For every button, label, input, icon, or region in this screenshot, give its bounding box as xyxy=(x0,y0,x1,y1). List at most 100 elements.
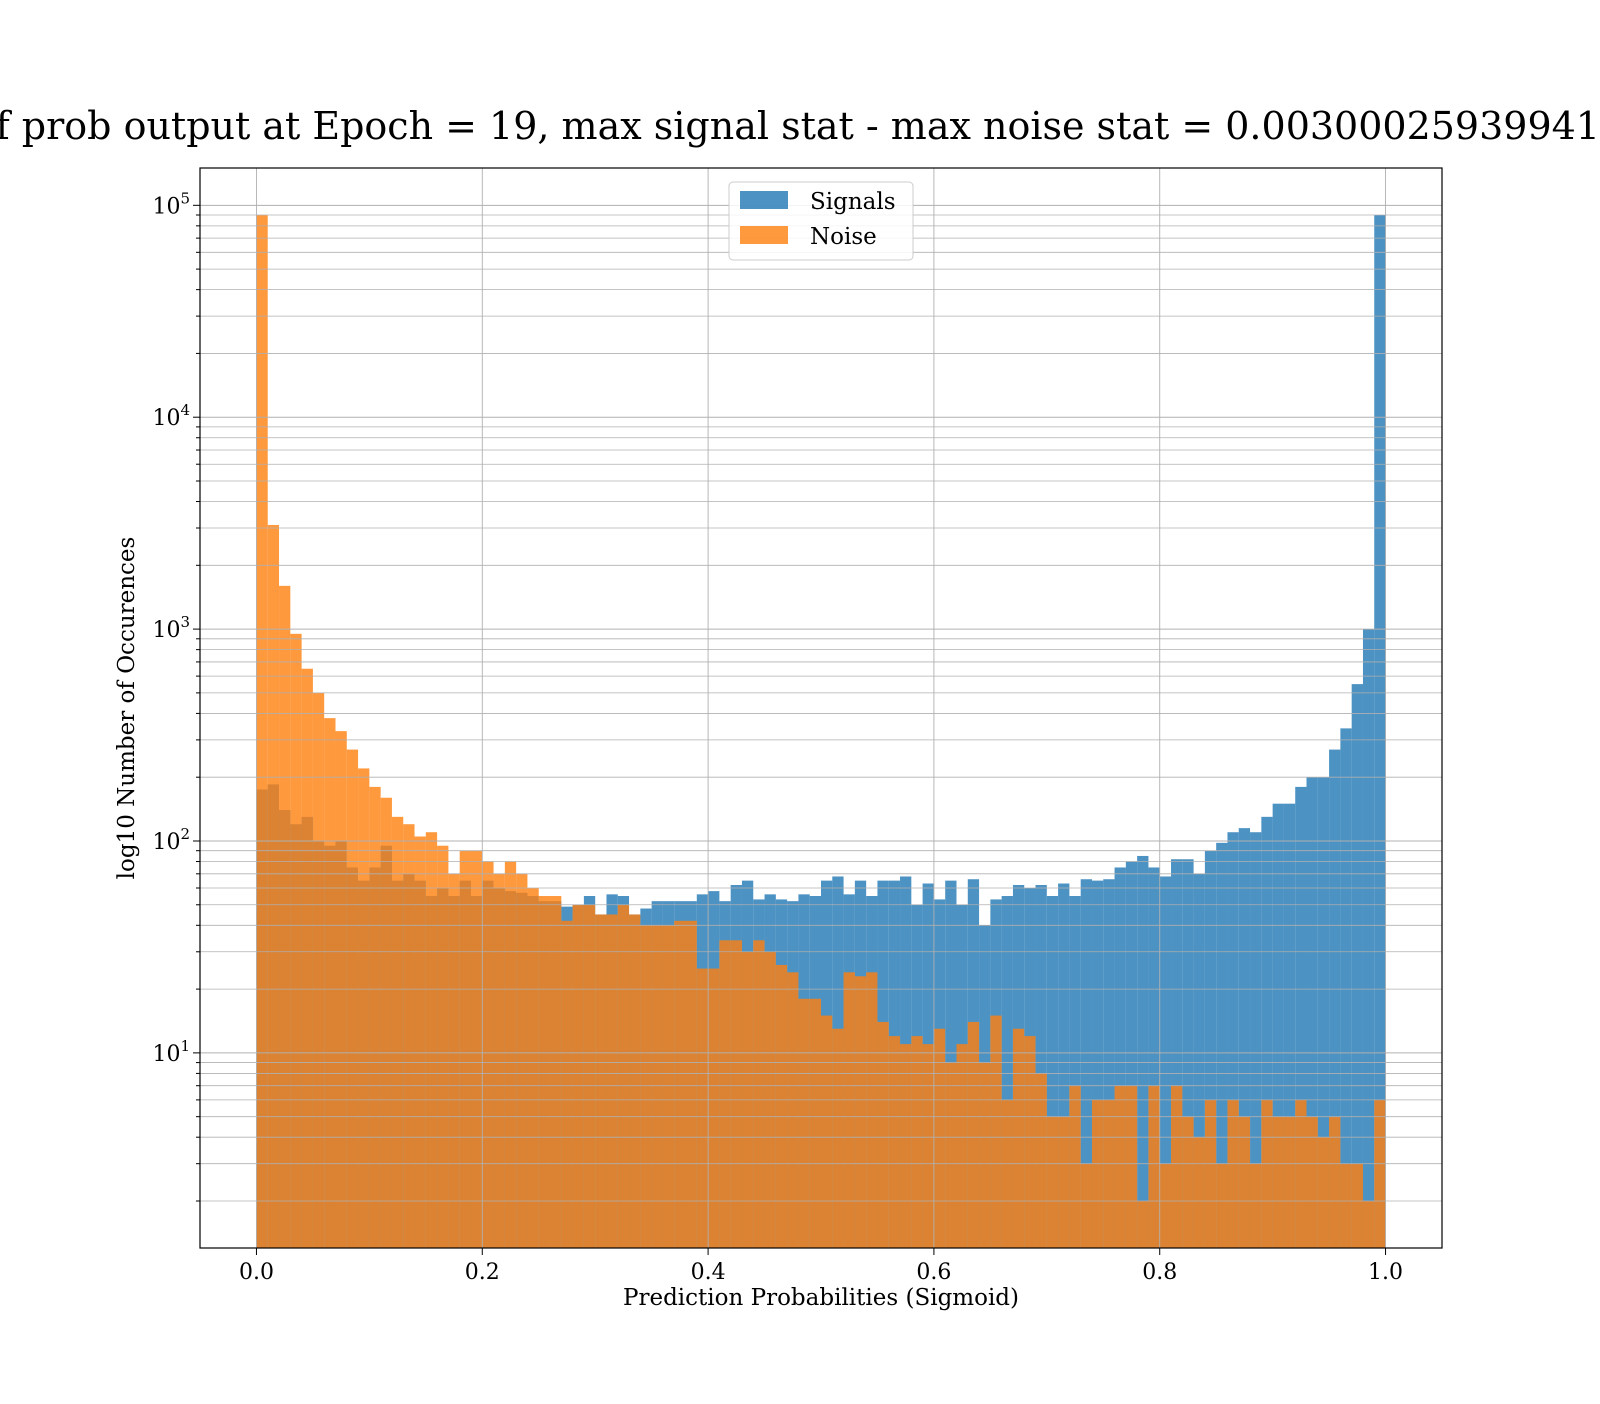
signals-bar xyxy=(1001,896,1013,1248)
noise-bar xyxy=(877,1021,889,1248)
signals-bar xyxy=(1046,896,1059,1248)
signals-bar xyxy=(1351,684,1363,1248)
noise-bar xyxy=(290,633,302,1248)
noise-bar xyxy=(335,731,347,1248)
noise-bar xyxy=(922,1044,934,1248)
noise-bar xyxy=(685,920,697,1248)
noise-bar xyxy=(696,968,709,1248)
noise-bar xyxy=(1227,1099,1239,1248)
noise-bar xyxy=(1035,1073,1047,1248)
y-axis-label: log10 Number of Occurences xyxy=(114,537,140,880)
noise-bar xyxy=(1374,1099,1386,1248)
signals-bar xyxy=(1137,855,1149,1248)
signals-bar xyxy=(1374,215,1386,1248)
y-tick-label: 105 xyxy=(152,189,190,219)
noise-bar xyxy=(346,749,359,1248)
y-tick-exponent: 5 xyxy=(180,189,190,207)
noise-bar xyxy=(369,786,381,1248)
noise-bar xyxy=(1216,1163,1228,1248)
signals-bar xyxy=(1227,832,1239,1248)
noise-bar xyxy=(1250,1163,1262,1248)
noise-bar xyxy=(945,1062,957,1248)
noise-bar xyxy=(1238,1116,1251,1248)
noise-bar xyxy=(1114,1085,1126,1248)
noise-bar xyxy=(1204,1099,1217,1248)
noise-bar xyxy=(1362,1200,1375,1248)
noise-bar xyxy=(279,585,291,1248)
signals-bar xyxy=(1238,828,1251,1248)
noise-bar xyxy=(414,836,426,1248)
noise-bar xyxy=(1125,1085,1138,1248)
signals-bar xyxy=(1103,879,1115,1248)
signals-bar xyxy=(1216,842,1228,1248)
signals-bar xyxy=(1250,832,1262,1248)
noise-bar xyxy=(843,972,855,1248)
noise-bar xyxy=(1329,1116,1341,1248)
noise-bar xyxy=(629,914,641,1248)
signals-bar xyxy=(1329,749,1341,1248)
noise-bar xyxy=(1159,1163,1172,1248)
noise-bar xyxy=(1069,1085,1081,1248)
legend-swatch-noise xyxy=(740,226,788,244)
noise-bar xyxy=(403,824,415,1248)
y-tick-exponent: 2 xyxy=(180,825,190,843)
x-axis-label: Prediction Probabilities (Sigmoid) xyxy=(623,1285,1019,1311)
noise-bar xyxy=(651,925,663,1248)
noise-bar xyxy=(1012,1028,1025,1248)
signals-bar xyxy=(1261,816,1273,1248)
y-tick-base: 10 xyxy=(152,618,180,643)
noise-bar xyxy=(256,215,268,1248)
noise-bar xyxy=(583,904,596,1248)
signals-bar xyxy=(1317,777,1330,1248)
noise-bar xyxy=(979,1062,991,1248)
noise-bars xyxy=(256,215,1386,1248)
noise-bar xyxy=(1148,1085,1160,1248)
signals-bar xyxy=(1340,728,1352,1248)
signals-bar xyxy=(1295,786,1307,1248)
legend-label-noise: Noise xyxy=(810,224,877,250)
noise-bar xyxy=(595,914,607,1248)
signals-bar xyxy=(1058,883,1070,1248)
signals-bar xyxy=(1283,803,1296,1248)
noise-bar xyxy=(516,873,528,1248)
noise-bar xyxy=(1272,1116,1284,1248)
noise-bar xyxy=(504,861,517,1248)
noise-bar xyxy=(1261,1099,1273,1248)
noise-bar xyxy=(821,1015,833,1248)
signals-bar xyxy=(1171,859,1183,1248)
noise-bar xyxy=(493,873,505,1248)
y-tick-base: 10 xyxy=(152,1042,180,1067)
grid-lines xyxy=(200,168,1442,1248)
noise-bar xyxy=(527,888,539,1248)
noise-bar xyxy=(1182,1116,1194,1248)
noise-bar xyxy=(1340,1163,1352,1248)
x-tick-label: 0.6 xyxy=(916,1260,951,1285)
signals-bar xyxy=(1204,850,1217,1248)
chart-title-container: Histogram of prob output at Epoch = 19, … xyxy=(0,101,1600,151)
noise-bar xyxy=(911,1036,923,1248)
noise-bar xyxy=(606,914,618,1248)
noise-bar xyxy=(561,920,573,1248)
x-tick-label: 0.4 xyxy=(691,1260,726,1285)
y-tick-label: 103 xyxy=(152,613,190,643)
x-tick-label: 1.0 xyxy=(1368,1260,1403,1285)
y-tick-exponent: 3 xyxy=(180,613,190,631)
noise-bar xyxy=(708,968,720,1248)
noise-bar xyxy=(775,964,788,1248)
noise-bar xyxy=(1193,1137,1205,1248)
noise-bar xyxy=(900,1044,912,1248)
noise-bar xyxy=(617,904,630,1248)
noise-bar xyxy=(787,972,799,1248)
noise-bar xyxy=(1046,1116,1059,1248)
noise-bar xyxy=(990,1015,1002,1248)
noise-bar xyxy=(719,940,731,1248)
noise-bar xyxy=(640,925,652,1248)
noise-bar xyxy=(437,845,449,1248)
noise-bar xyxy=(1317,1137,1330,1248)
y-tick-exponent: 4 xyxy=(180,401,190,419)
noise-bar xyxy=(832,1028,844,1248)
y-tick-base: 10 xyxy=(152,194,180,219)
